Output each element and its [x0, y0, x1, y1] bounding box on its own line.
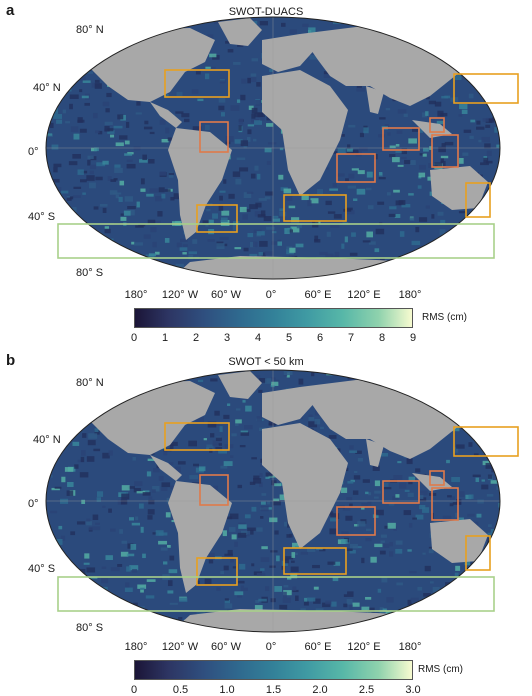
- region-box: [465, 535, 491, 571]
- ocean-field: [46, 17, 500, 279]
- lon-label: 60° E: [304, 289, 332, 301]
- land-mass: [262, 70, 348, 196]
- colorbar: RMS (cm) 0 0.5 1.0 1.5 2.0 2.5 3.0: [131, 660, 463, 696]
- panel-letter: a: [6, 2, 15, 19]
- lon-label: 60° W: [210, 641, 242, 653]
- colorbar-tick-label: 5: [285, 332, 293, 344]
- region-box: [57, 576, 495, 612]
- colorbar-tick-label: 2.5: [358, 684, 375, 696]
- lat-label: 80° N: [76, 377, 104, 389]
- land-mass: [262, 423, 348, 549]
- lon-label: 120° W: [161, 641, 199, 653]
- lat-label: 40° N: [33, 82, 61, 94]
- lat-label: 80° N: [76, 24, 104, 36]
- lon-label: 60° E: [304, 641, 332, 653]
- colorbar-tick-label: 1: [161, 332, 169, 344]
- region-box: [199, 474, 229, 506]
- lon-label: 120° W: [161, 289, 199, 301]
- colorbar-gradient: [134, 308, 413, 328]
- land-mass: [366, 439, 384, 467]
- region-box: [336, 506, 376, 536]
- ocean-field: [46, 370, 500, 632]
- colorbar-tick-label: 6: [316, 332, 324, 344]
- colorbar-tick-label: 9: [409, 332, 417, 344]
- colorbar-tick-label: 3.0: [405, 684, 421, 696]
- region-box: [283, 547, 347, 575]
- colorbar-tick-label: 1.0: [219, 684, 235, 696]
- lat-label: 80° S: [76, 622, 104, 634]
- panel-title: SWOT < 50 km: [228, 356, 304, 368]
- lon-label: 120° E: [347, 289, 381, 301]
- region-box: [164, 69, 230, 98]
- lon-label: 0°: [265, 641, 277, 653]
- region-box: [453, 73, 519, 104]
- lon-label: 60° W: [210, 289, 242, 301]
- lat-label: 0°: [28, 146, 39, 158]
- region-box: [453, 426, 519, 457]
- lon-label: 180°: [398, 289, 422, 301]
- colorbar-tick-label: 3: [223, 332, 231, 344]
- lat-label: 40° S: [28, 211, 56, 223]
- colorbar-tick-label: 0: [130, 332, 138, 344]
- land-mass: [150, 455, 182, 481]
- land-mass: [366, 86, 384, 114]
- panel-b: b SWOT < 50 km 80° N 40° N 0° 40° S 80° …: [0, 350, 532, 696]
- colorbar: RMS (cm) 0 1 2 3 4 5 6 7 8 9: [131, 308, 467, 344]
- land-mass: [218, 18, 262, 46]
- region-box: [431, 134, 459, 168]
- colorbar-tick-label: 0: [130, 684, 138, 696]
- lat-label: 0°: [28, 498, 39, 510]
- region-box: [196, 204, 238, 233]
- region-box: [283, 194, 347, 222]
- region-box: [199, 121, 229, 153]
- land-mass: [262, 387, 318, 425]
- land-mass: [168, 481, 232, 593]
- land-mass: [412, 473, 452, 491]
- colorbar-gradient: [134, 660, 413, 680]
- colorbar-label: RMS (cm): [418, 664, 463, 675]
- lat-label: 80° S: [76, 267, 104, 279]
- map-svg: [45, 369, 519, 633]
- lon-label: 180°: [398, 641, 422, 653]
- land-mass: [430, 519, 488, 563]
- region-box: [164, 422, 230, 451]
- region-box: [429, 470, 445, 486]
- lon-label: 180°: [124, 289, 148, 301]
- region-box: [465, 182, 491, 218]
- land-mass: [150, 102, 182, 128]
- colorbar-tick-label: 1.5: [265, 684, 282, 696]
- lon-label: 120° E: [347, 641, 381, 653]
- land-mass: [170, 609, 440, 632]
- land-mass: [412, 120, 452, 138]
- land-mass: [430, 166, 488, 210]
- land-mass: [262, 34, 318, 72]
- map-svg: [45, 16, 519, 280]
- globe-outline: [45, 16, 501, 280]
- globe-outline: [45, 369, 501, 633]
- panel-title: SWOT-DUACS: [228, 6, 304, 18]
- region-box: [382, 480, 420, 504]
- region-box: [57, 223, 495, 259]
- colorbar-tick-label: 7: [347, 332, 355, 344]
- colorbar-label: RMS (cm): [422, 312, 467, 323]
- lon-label: 180°: [124, 641, 148, 653]
- region-box: [429, 117, 445, 133]
- panel-a: a SWOT-DUACS 80° N 40° N 0° 40° S 80° S …: [6, 2, 519, 344]
- region-box: [196, 557, 238, 586]
- panel-letter: b: [6, 352, 16, 369]
- lat-label: 40° S: [28, 563, 56, 575]
- land-mass: [168, 128, 232, 240]
- land-mass: [218, 371, 262, 399]
- colorbar-tick-label: 2: [192, 332, 200, 344]
- lat-label: 40° N: [33, 434, 61, 446]
- region-box: [382, 127, 420, 151]
- colorbar-tick-label: 2.0: [312, 684, 328, 696]
- region-box: [336, 153, 376, 183]
- colorbar-tick-label: 4: [254, 332, 262, 344]
- land-mass: [170, 256, 440, 279]
- colorbar-tick-label: 8: [378, 332, 386, 344]
- lon-label: 0°: [265, 289, 277, 301]
- colorbar-tick-label: 0.5: [172, 684, 189, 696]
- region-box: [431, 487, 459, 521]
